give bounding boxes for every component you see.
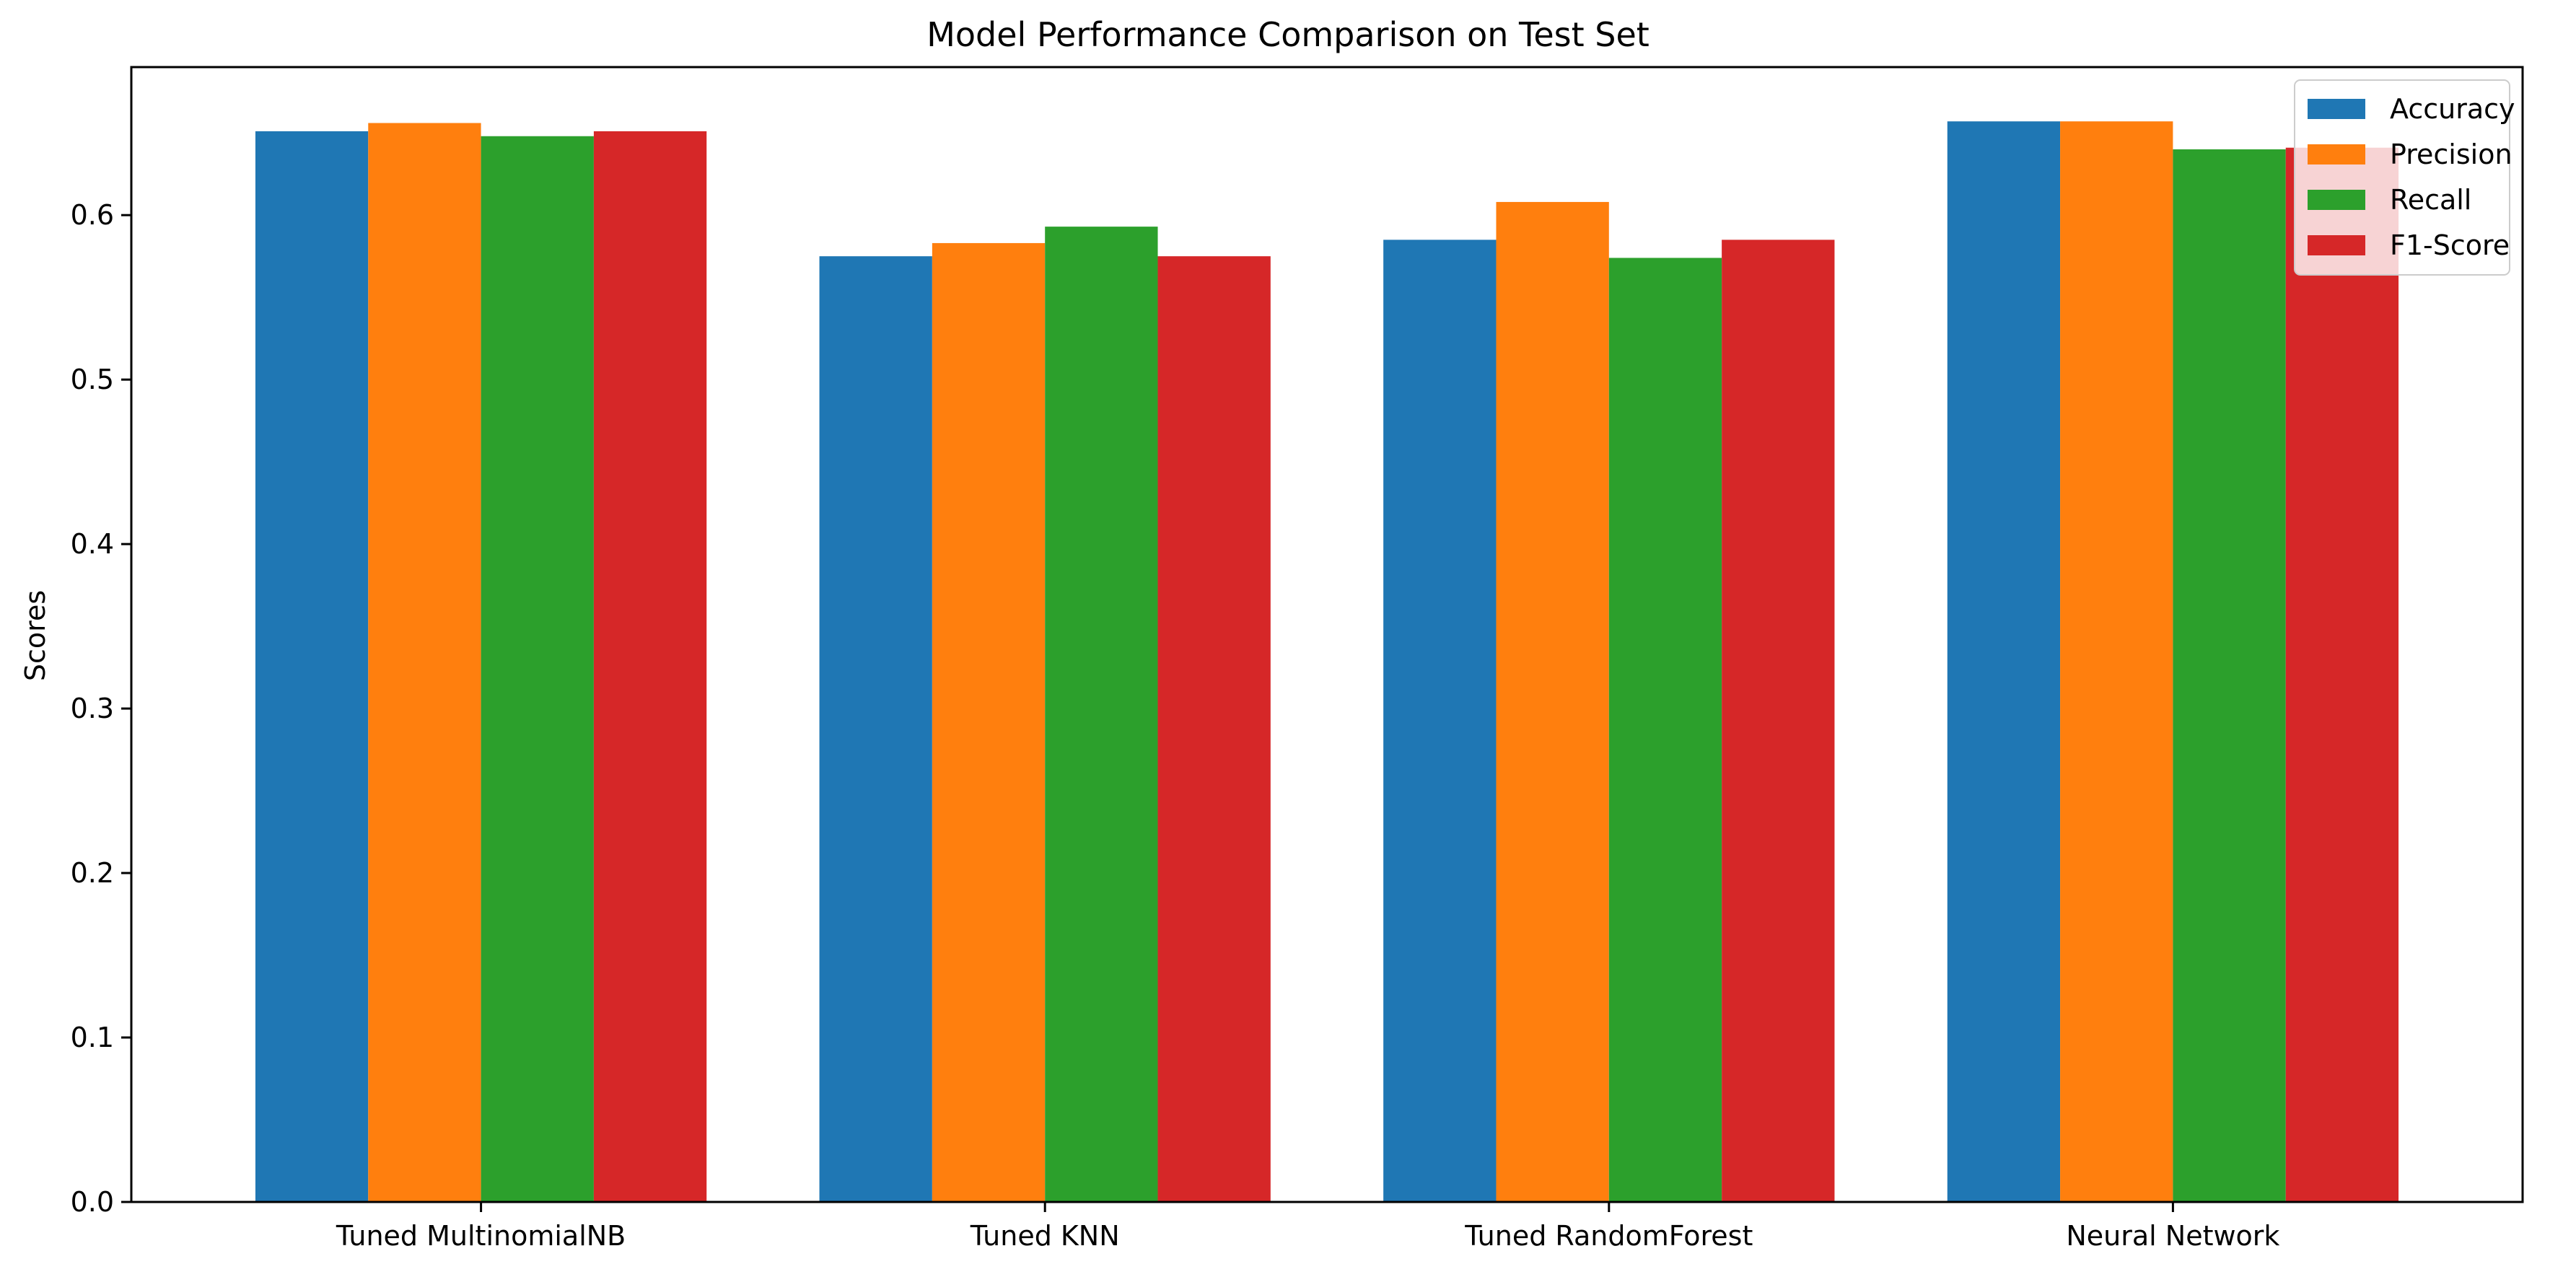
y-tick-label: 0.3 — [71, 693, 114, 724]
bar-precision-1 — [932, 242, 1046, 1203]
bar-f1-score-0 — [593, 131, 707, 1202]
legend-label: Recall — [2390, 184, 2471, 216]
x-tick-label: Neural Network — [2066, 1220, 2279, 1252]
y-tick-label: 0.1 — [71, 1022, 114, 1053]
bar-accuracy-1 — [819, 256, 932, 1202]
y-tick-label: 0.5 — [71, 364, 114, 395]
x-tick-label: Tuned KNN — [970, 1220, 1120, 1252]
bar-f1-score-2 — [1722, 240, 1835, 1202]
bar-precision-0 — [368, 123, 481, 1202]
bar-f1-score-1 — [1157, 256, 1271, 1202]
y-tick-label: 0.0 — [71, 1186, 114, 1218]
legend-frame — [2294, 79, 2510, 276]
y-tick-label: 0.6 — [71, 199, 114, 231]
x-axis-ticks: Tuned MultinomialNB Tuned KNN Tuned Random… — [336, 1202, 2279, 1252]
x-tick-label: Tuned MultinomialNB — [336, 1220, 626, 1252]
bar-accuracy-3 — [1947, 121, 2061, 1203]
legend-label: Accuracy — [2390, 93, 2515, 125]
bar-recall-2 — [1608, 258, 1722, 1203]
legend-label: F1-Score — [2390, 229, 2510, 261]
legend-swatch — [2308, 99, 2365, 119]
bars-group — [255, 121, 2399, 1203]
bar-accuracy-0 — [255, 131, 369, 1202]
bar-precision-3 — [2060, 121, 2173, 1203]
legend-swatch — [2308, 144, 2365, 164]
chart-title: Model Performance Comparison on Test Set — [926, 15, 1650, 54]
bar-recall-1 — [1045, 227, 1158, 1202]
bar-recall-0 — [481, 136, 594, 1202]
plot-frame — [130, 66, 2524, 1203]
legend-swatch — [2308, 190, 2365, 210]
bar-f1-score-3 — [2285, 147, 2399, 1203]
y-axis-ticks: 0.0 0.1 0.2 0.3 0.4 0.5 0.6 — [71, 199, 131, 1218]
legend: Accuracy Precision Recall F1-Score — [2294, 79, 2515, 276]
y-tick-label: 0.2 — [71, 857, 114, 889]
legend-swatch — [2308, 235, 2365, 255]
bar-accuracy-2 — [1383, 240, 1497, 1202]
bar-precision-2 — [1496, 201, 1609, 1203]
bar-recall-3 — [2173, 149, 2286, 1203]
y-tick-label: 0.4 — [71, 528, 114, 560]
legend-label: Precision — [2390, 139, 2513, 170]
x-tick-label: Tuned RandomForest — [1464, 1220, 1753, 1252]
y-axis-label: Scores — [19, 590, 51, 681]
